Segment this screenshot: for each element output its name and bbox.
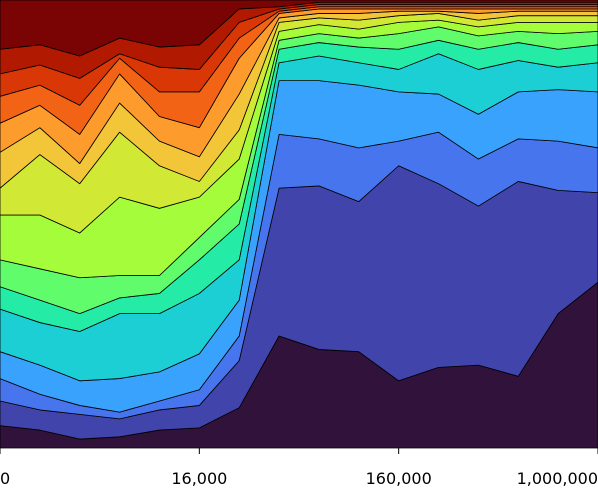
x-tick-label: 16,000 <box>171 469 227 488</box>
x-tick-label: 160,000 <box>366 469 432 488</box>
area <box>0 0 598 57</box>
x-tick-label: 1,000,000 <box>517 469 598 488</box>
x-tick-label: 0 <box>0 469 10 488</box>
